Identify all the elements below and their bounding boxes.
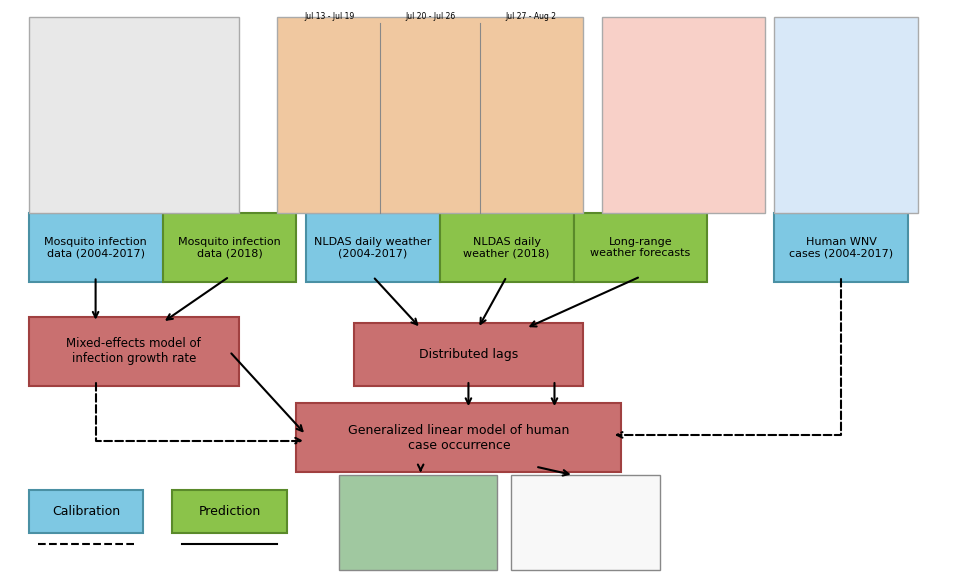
- FancyBboxPatch shape: [440, 213, 574, 282]
- FancyBboxPatch shape: [296, 403, 621, 472]
- FancyBboxPatch shape: [339, 475, 497, 570]
- FancyBboxPatch shape: [511, 475, 660, 570]
- Text: Jul 20 - Jul 26: Jul 20 - Jul 26: [405, 12, 455, 21]
- Text: Jul 27 - Aug 2: Jul 27 - Aug 2: [505, 12, 556, 21]
- FancyBboxPatch shape: [774, 213, 908, 282]
- Text: Long-range
weather forecasts: Long-range weather forecasts: [591, 237, 690, 259]
- FancyBboxPatch shape: [277, 17, 583, 213]
- Text: Prediction: Prediction: [198, 505, 261, 518]
- Text: Calibration: Calibration: [52, 505, 120, 518]
- Text: Distributed lags: Distributed lags: [419, 348, 518, 361]
- Text: Generalized linear model of human
case occurrence: Generalized linear model of human case o…: [348, 424, 570, 452]
- FancyBboxPatch shape: [354, 323, 583, 386]
- FancyBboxPatch shape: [574, 213, 707, 282]
- FancyBboxPatch shape: [29, 490, 143, 533]
- FancyBboxPatch shape: [602, 17, 765, 213]
- Text: Jul 13 - Jul 19: Jul 13 - Jul 19: [305, 12, 355, 21]
- Text: Human WNV
cases (2004-2017): Human WNV cases (2004-2017): [790, 237, 893, 259]
- Text: NLDAS daily
weather (2018): NLDAS daily weather (2018): [464, 237, 550, 259]
- FancyBboxPatch shape: [163, 213, 296, 282]
- FancyBboxPatch shape: [306, 213, 440, 282]
- FancyBboxPatch shape: [172, 490, 287, 533]
- FancyBboxPatch shape: [29, 213, 163, 282]
- FancyBboxPatch shape: [29, 317, 239, 386]
- Text: NLDAS daily weather
(2004-2017): NLDAS daily weather (2004-2017): [315, 237, 431, 259]
- Text: Mixed-effects model of
infection growth rate: Mixed-effects model of infection growth …: [67, 338, 201, 365]
- FancyBboxPatch shape: [774, 17, 918, 213]
- Text: Mosquito infection
data (2004-2017): Mosquito infection data (2004-2017): [44, 237, 147, 259]
- FancyBboxPatch shape: [29, 17, 239, 213]
- Text: Mosquito infection
data (2018): Mosquito infection data (2018): [178, 237, 281, 259]
